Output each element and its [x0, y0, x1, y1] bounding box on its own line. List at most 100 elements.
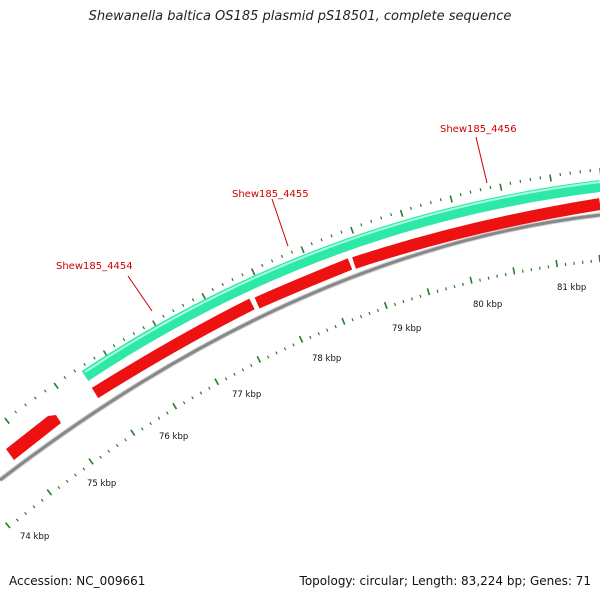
major-tick — [201, 292, 207, 300]
minor-tick — [57, 486, 61, 490]
accession-text: Accession: NC_009661 — [9, 574, 146, 588]
major-tick — [53, 382, 59, 390]
minor-tick — [275, 351, 278, 355]
major-tick — [341, 317, 346, 325]
minor-tick — [24, 511, 28, 515]
major-tick — [4, 417, 10, 425]
minor-tick — [330, 234, 333, 238]
major-tick — [499, 183, 503, 191]
minor-tick — [419, 203, 422, 207]
minor-tick — [211, 287, 215, 292]
reverse-gene-arc-2 — [254, 258, 353, 309]
kbp-label: 76 kbp — [159, 432, 188, 442]
minor-tick — [43, 389, 47, 393]
gene-label: Shew185_4455 — [232, 189, 309, 200]
minor-tick — [83, 362, 86, 367]
minor-tick — [40, 498, 44, 502]
backbone-shadow — [0, 212, 600, 482]
kbp-label: 77 kbp — [232, 390, 261, 400]
minor-tick — [462, 282, 464, 286]
major-tick — [555, 259, 558, 268]
major-tick — [449, 195, 453, 203]
gene-label-leader — [475, 136, 488, 184]
minor-tick — [208, 386, 211, 390]
kbp-label: 75 kbp — [87, 479, 116, 489]
major-tick — [298, 335, 304, 343]
minor-tick — [419, 294, 422, 298]
major-tick — [399, 209, 404, 217]
minor-tick — [149, 421, 152, 426]
major-tick — [130, 429, 136, 437]
minor-tick — [376, 308, 380, 312]
major-tick — [256, 355, 262, 363]
minor-tick — [519, 179, 522, 183]
minor-tick — [115, 444, 119, 448]
minor-tick — [82, 467, 86, 471]
minor-tick — [157, 416, 161, 420]
minor-tick — [370, 219, 373, 223]
minor-tick — [280, 254, 284, 259]
minor-tick — [34, 396, 37, 400]
minor-tick — [73, 369, 77, 373]
minor-tick — [509, 181, 512, 185]
minor-tick — [172, 309, 175, 313]
minor-tick — [529, 177, 532, 182]
forward-gene-arc — [81, 180, 600, 381]
minor-tick — [266, 355, 270, 359]
minor-tick — [99, 455, 102, 459]
reverse-gene-arc-3 — [352, 198, 600, 269]
major-tick — [250, 268, 256, 276]
minor-tick — [410, 297, 413, 301]
minor-tick — [309, 335, 312, 339]
minor-tick — [63, 375, 67, 380]
minor-tick — [489, 185, 492, 190]
major-tick — [426, 288, 431, 296]
minor-tick — [132, 331, 136, 336]
backbone-line — [0, 213, 600, 482]
minor-tick — [24, 403, 27, 407]
minor-tick — [487, 276, 490, 280]
minor-tick — [380, 216, 383, 220]
major-tick — [4, 522, 11, 529]
kbp-labels: 74 kbp 75 kbp 76 kbp 77 kbp 78 kbp 79 kb… — [20, 283, 586, 542]
minor-tick — [290, 250, 294, 254]
kbp-label: 81 kbp — [557, 283, 586, 293]
minor-tick — [439, 198, 442, 202]
gene-label-leader — [271, 198, 289, 247]
minor-tick — [436, 289, 439, 293]
gene-label-callouts: Shew185_4454 Shew185_4455 Shew185_4456 — [56, 124, 517, 312]
kbp-label: 79 kbp — [392, 324, 421, 334]
minor-tick — [182, 401, 186, 405]
minor-tick — [479, 188, 482, 192]
kbp-label: 80 kbp — [473, 300, 502, 310]
minor-tick — [122, 337, 126, 342]
minor-tick — [317, 332, 320, 336]
minor-tick — [326, 328, 329, 332]
minor-tick — [142, 326, 146, 330]
gene-label: Shew185_4454 — [56, 261, 133, 272]
minor-tick — [107, 449, 111, 453]
topology-summary: Topology: circular; Length: 83,224 bp; G… — [299, 574, 591, 588]
map-title: Shewanella baltica OS185 plasmid pS18501… — [88, 9, 512, 24]
major-tick — [383, 301, 388, 310]
gene-label-leader — [127, 275, 153, 312]
minor-tick — [469, 190, 472, 194]
minor-tick — [320, 238, 323, 242]
minor-tick — [539, 266, 541, 270]
major-tick — [214, 378, 220, 386]
minor-tick — [368, 311, 371, 316]
major-tick — [172, 402, 178, 410]
major-tick — [469, 276, 473, 284]
minor-tick — [250, 363, 253, 368]
minor-tick — [453, 284, 456, 289]
minor-tick — [181, 303, 185, 307]
minor-tick — [74, 473, 77, 477]
minor-tick — [393, 302, 397, 307]
minor-tick — [496, 274, 498, 278]
minor-tick — [233, 372, 236, 376]
minor-tick — [292, 343, 295, 347]
minor-tick — [191, 298, 195, 302]
minor-tick — [231, 277, 234, 282]
major-tick — [350, 226, 355, 234]
minor-tick — [409, 206, 412, 210]
